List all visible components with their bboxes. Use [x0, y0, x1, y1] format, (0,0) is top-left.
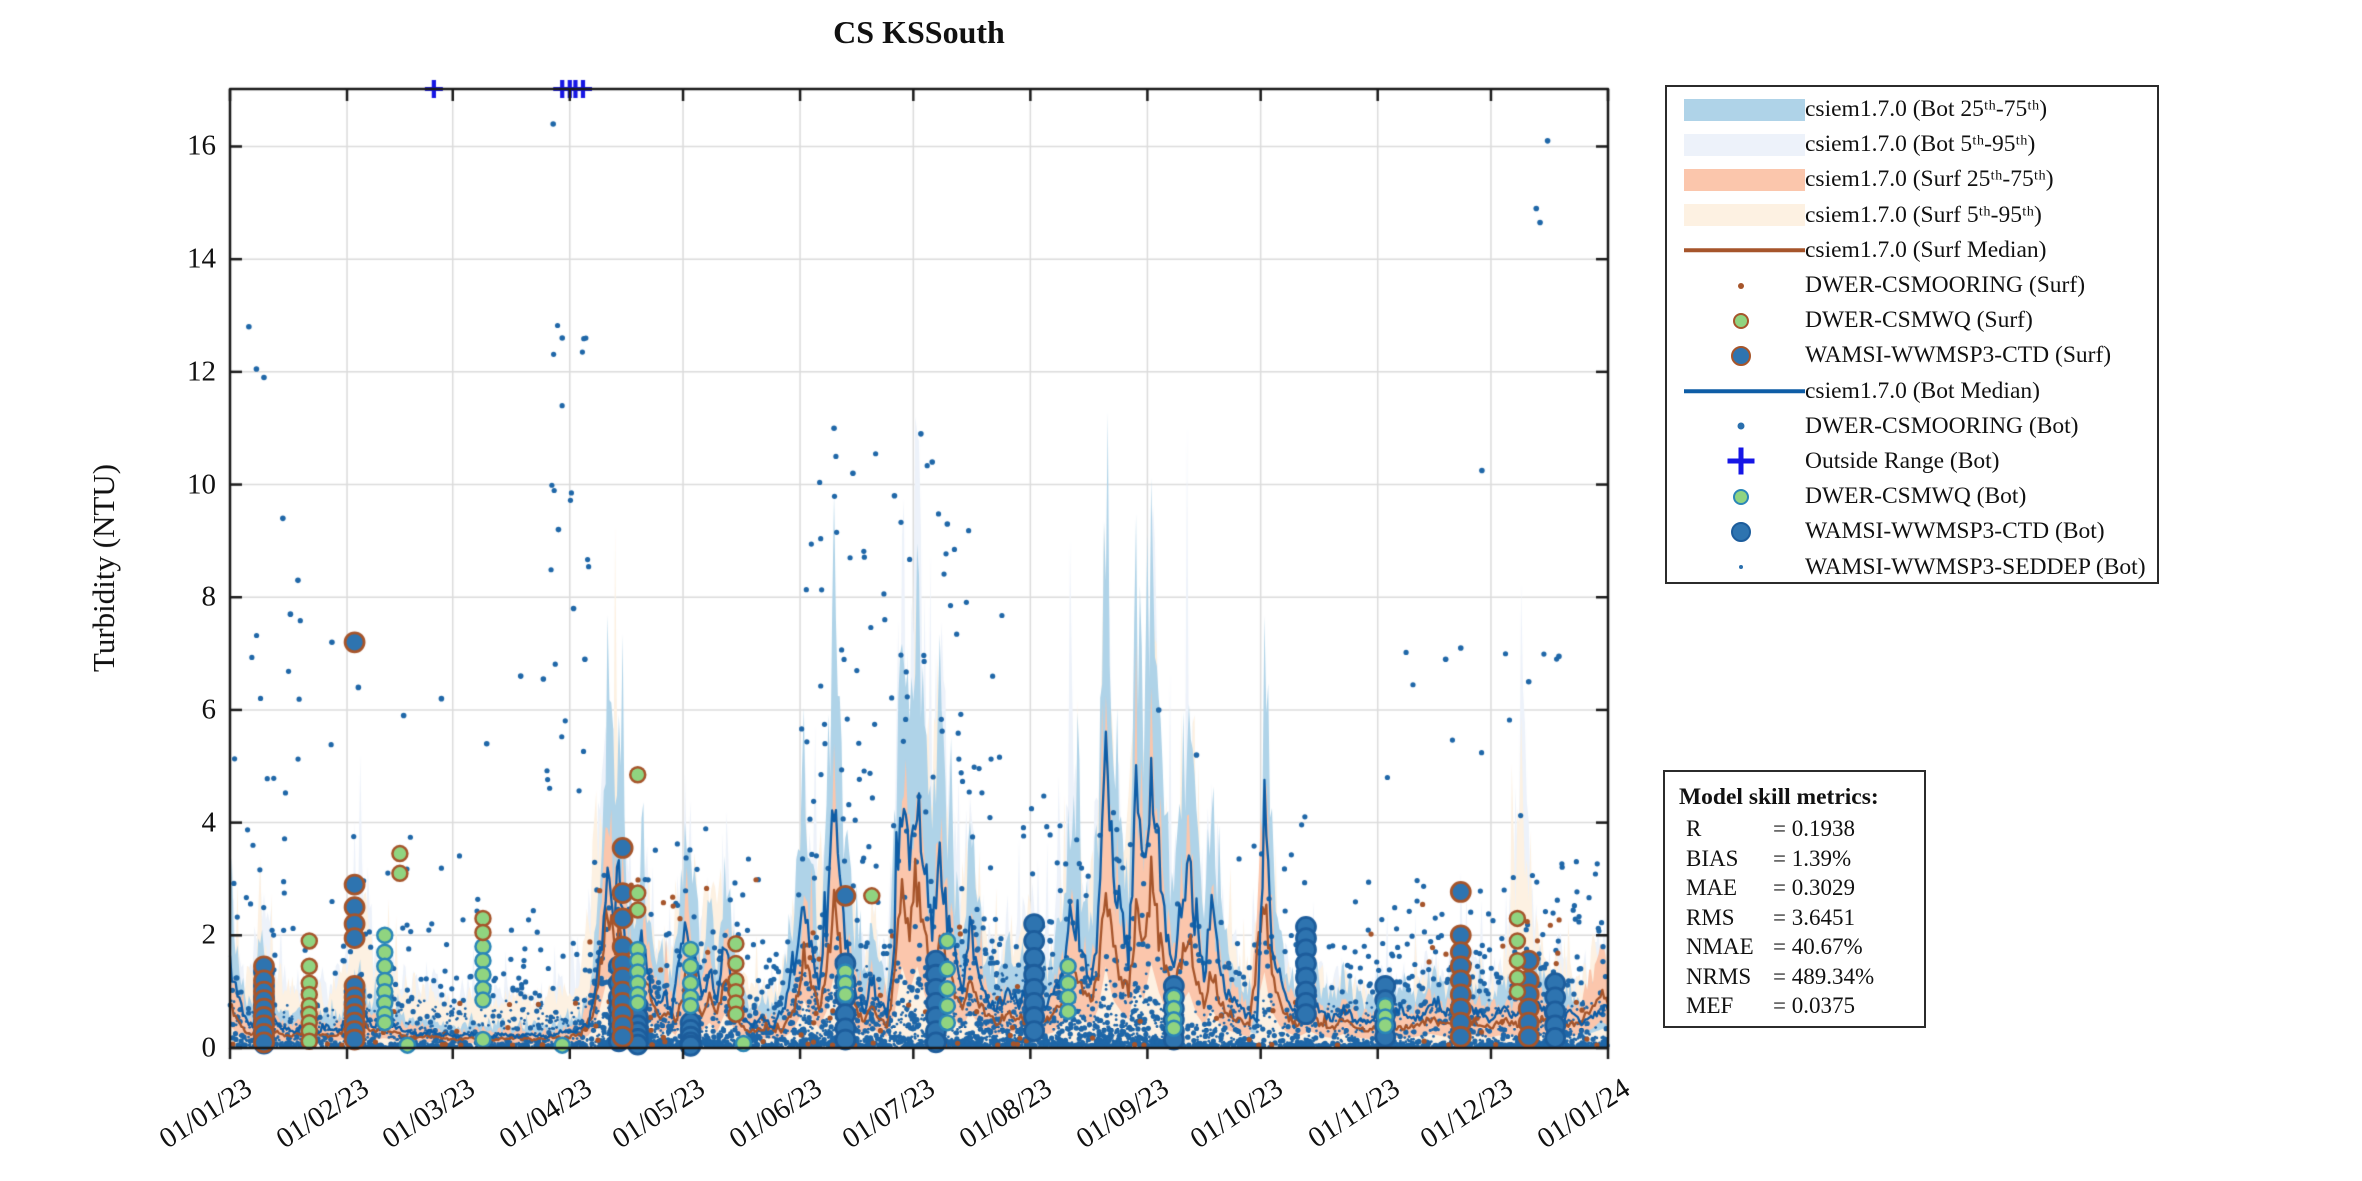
legend-item-label: DWER-CSMOORING (Bot)	[1805, 412, 2079, 439]
metric-name: NMAE	[1686, 934, 1754, 959]
metric-row: RMS = 3.6451	[1679, 903, 1924, 933]
y-axis-label: Turbidity (NTU)	[86, 463, 121, 673]
metric-value: = 0.1938	[1773, 816, 1855, 841]
metric-value: = 1.39%	[1773, 845, 1852, 871]
metrics-rows: R = 0.1938 BIAS = 1.39% MAE = 0.3029 RMS = 3.64…	[1679, 814, 1924, 1021]
legend-item: DWER-CSMWQ (Surf)	[1667, 303, 2157, 338]
metric-name: BIAS	[1686, 845, 1739, 871]
model-skill-metrics-box: Model skill metrics: R = 0.1938 BIAS = 1.39…	[1663, 770, 1926, 1028]
legend-line-icon	[1667, 233, 1805, 268]
legend-dot-icon	[1667, 268, 1805, 303]
metric-row: R = 0.1938	[1679, 814, 1924, 844]
legend-band-icon	[1667, 198, 1805, 233]
legend-band-icon	[1667, 92, 1805, 127]
legend-item-label: Outside Range (Bot)	[1805, 447, 2000, 474]
metric-row: MAE = 0.3029	[1679, 873, 1924, 903]
legend-item-label: csiem1.7.0 (Surf Median)	[1805, 236, 2047, 263]
legend-item: csiem1.7.0 (Surf 5ᵗʰ-95ᵗʰ)	[1667, 198, 2157, 233]
legend-item-label: DWER-CSMWQ (Surf)	[1805, 307, 2033, 334]
legend-item-label: csiem1.7.0 (Bot 5ᵗʰ-95ᵗʰ)	[1805, 131, 2036, 158]
metrics-title: Model skill metrics:	[1679, 784, 1879, 810]
legend-item-label: csiem1.7.0 (Bot Median)	[1805, 377, 2040, 404]
legend-item: csiem1.7.0 (Bot 25ᵗʰ-75ᵗʰ)	[1667, 92, 2157, 127]
legend-item-label: WAMSI-WWMSP3-CTD (Surf)	[1805, 342, 2112, 369]
legend-item-label: csiem1.7.0 (Surf 5ᵗʰ-95ᵗʰ)	[1805, 201, 2042, 228]
plot-title: CS KSSouth	[833, 14, 1005, 50]
y-tick-label: 12	[187, 355, 216, 388]
y-tick-label: 0	[201, 1031, 217, 1064]
legend-item-label: DWER-CSMOORING (Surf)	[1805, 272, 2086, 299]
legend-item-label: csiem1.7.0 (Bot 25ᵗʰ-75ᵗʰ)	[1805, 96, 2048, 123]
legend-line-icon	[1667, 374, 1805, 409]
y-tick-label: 8	[201, 580, 217, 613]
y-tick-label: 10	[187, 468, 216, 501]
legend-item: DWER-CSMOORING (Surf)	[1667, 268, 2157, 303]
metric-row: BIAS = 1.39%	[1679, 844, 1924, 874]
legend: csiem1.7.0 (Bot 25ᵗʰ-75ᵗʰ) csiem1.7.0 (Bo…	[1665, 85, 2159, 584]
metric-name: RMS	[1686, 904, 1735, 930]
legend-item: DWER-CSMWQ (Bot)	[1667, 479, 2157, 514]
legend-item: csiem1.7.0 (Bot Median)	[1667, 374, 2157, 409]
y-tick-label: 2	[201, 918, 217, 951]
legend-item: Outside Range (Bot)	[1667, 444, 2157, 479]
metric-row: NMAE = 40.67%	[1679, 932, 1924, 962]
legend-plus-icon	[1667, 444, 1805, 479]
metric-row: NRMS = 489.34%	[1679, 962, 1924, 992]
legend-item-label: DWER-CSMWQ (Bot)	[1805, 483, 2027, 510]
legend-band-icon	[1667, 162, 1805, 197]
y-tick-label: 6	[201, 693, 217, 726]
legend-item: csiem1.7.0 (Surf 25ᵗʰ-75ᵗʰ)	[1667, 162, 2157, 197]
legend-item: csiem1.7.0 (Surf Median)	[1667, 233, 2157, 268]
y-tick-label: 4	[201, 806, 217, 839]
legend-item: WAMSI-WWMSP3-CTD (Bot)	[1667, 514, 2157, 549]
legend-item: WAMSI-WWMSP3-CTD (Surf)	[1667, 338, 2157, 373]
metric-value: = 0.0375	[1773, 993, 1855, 1018]
metric-row: MEF = 0.0375	[1679, 991, 1924, 1021]
metric-name: MEF	[1686, 993, 1734, 1018]
metric-value: = 0.3029	[1773, 875, 1855, 900]
legend-band-icon	[1667, 127, 1805, 162]
y-tick-label: 14	[187, 242, 216, 275]
legend-item: csiem1.7.0 (Bot 5ᵗʰ-95ᵗʰ)	[1667, 127, 2157, 162]
metric-value: = 3.6451	[1773, 904, 1855, 930]
legend-item-label: WAMSI-WWMSP3-SEDDEP (Bot)	[1805, 553, 2146, 580]
metric-name: MAE	[1686, 875, 1738, 900]
legend-dot-icon	[1667, 549, 1805, 584]
legend-circle-icon	[1667, 479, 1805, 514]
metric-value: = 489.34%	[1773, 963, 1875, 989]
metric-name: R	[1686, 816, 1702, 841]
metric-name: NRMS	[1686, 963, 1752, 989]
legend-circle-icon	[1667, 514, 1805, 549]
legend-item: WAMSI-WWMSP3-SEDDEP (Bot)	[1667, 549, 2157, 584]
legend-item-label: csiem1.7.0 (Surf 25ᵗʰ-75ᵗʰ)	[1805, 166, 2054, 193]
legend-item-label: WAMSI-WWMSP3-CTD (Bot)	[1805, 518, 2105, 545]
legend-circle-icon	[1667, 303, 1805, 338]
legend-circle-icon	[1667, 338, 1805, 373]
legend-dot-icon	[1667, 409, 1805, 444]
metric-value: = 40.67%	[1773, 934, 1863, 959]
legend-item: DWER-CSMOORING (Bot)	[1667, 409, 2157, 444]
y-tick-label: 16	[187, 129, 216, 162]
